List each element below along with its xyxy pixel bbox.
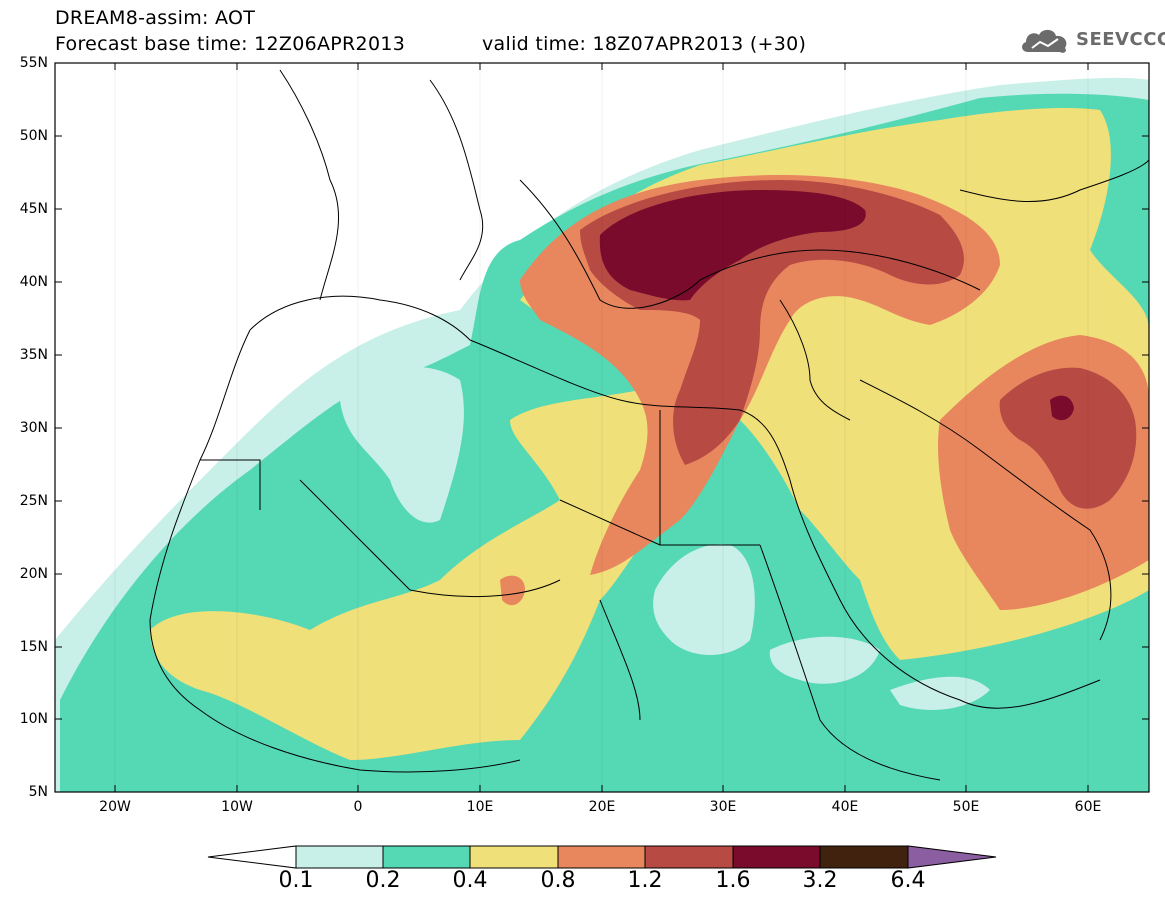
tick-marks	[55, 62, 1149, 792]
colorbar-swatch-7	[819, 845, 909, 869]
colorbar-swatch-3	[469, 845, 559, 869]
lat-label: 35N	[19, 347, 48, 363]
colorbar-swatch-1	[295, 845, 384, 869]
colorbar-swatch-6	[732, 845, 821, 869]
colorbar-label: 0.1	[278, 868, 314, 893]
lon-label: 10W	[221, 799, 253, 815]
coastlines	[149, 69, 1149, 781]
lon-label: 20W	[99, 799, 131, 815]
lat-label: 10N	[19, 711, 48, 727]
lon-label: 40E	[831, 799, 859, 815]
lon-label: 60E	[1074, 799, 1102, 815]
aot-contour-0.1-patch	[340, 366, 464, 523]
lon-label: 50E	[952, 799, 980, 815]
aot-contour-0.1-patch	[769, 636, 880, 684]
aot-contour-1.6	[599, 190, 1074, 421]
lat-label: 25N	[19, 493, 48, 509]
colorbar-label: 0.8	[540, 868, 576, 893]
colorbar-label: 1.2	[627, 868, 663, 893]
lat-label: 5N	[28, 784, 48, 800]
cloud-icon	[1022, 29, 1067, 53]
colorbar-swatch-5	[644, 845, 734, 869]
aot-contour-0.1-patch	[653, 544, 755, 655]
logo-text: SEEVCCC	[1076, 29, 1165, 50]
lon-label: 0	[353, 799, 363, 815]
colorbar-label: 1.6	[715, 868, 751, 893]
colorbar-label: 3.2	[802, 868, 838, 893]
colorbar-lower-triangle	[207, 845, 297, 869]
colorbar	[207, 845, 997, 869]
lon-label: 20E	[588, 799, 616, 815]
lon-label: 30E	[709, 799, 737, 815]
lat-label: 40N	[19, 274, 48, 290]
lat-label: 15N	[19, 639, 48, 655]
seevccc-logo: SEEVCCC	[1018, 24, 1165, 56]
lat-label: 55N	[19, 55, 48, 71]
valid-time: valid time: 18Z07APR2013 (+30)	[482, 33, 807, 55]
map-title: DREAM8-assim: AOT	[55, 7, 256, 29]
lon-label: 10E	[466, 799, 494, 815]
colorbar-upper-triangle	[907, 845, 997, 869]
colorbar-label: 0.2	[365, 868, 401, 893]
lat-label: 30N	[19, 420, 48, 436]
colorbar-label: 0.4	[452, 868, 488, 893]
aot-contour-0.1-patch	[890, 676, 990, 710]
colorbar-label: 6.4	[890, 868, 926, 893]
lat-label: 20N	[19, 566, 48, 582]
lat-label: 45N	[19, 201, 48, 217]
graticule	[114, 63, 1089, 792]
aot-contour-0.8-patch	[500, 575, 525, 606]
colorbar-swatch-2	[382, 845, 471, 869]
colorbar-swatch-4	[557, 845, 646, 869]
lat-label: 50N	[19, 128, 48, 144]
forecast-base-time: Forecast base time: 12Z06APR2013	[55, 33, 406, 55]
